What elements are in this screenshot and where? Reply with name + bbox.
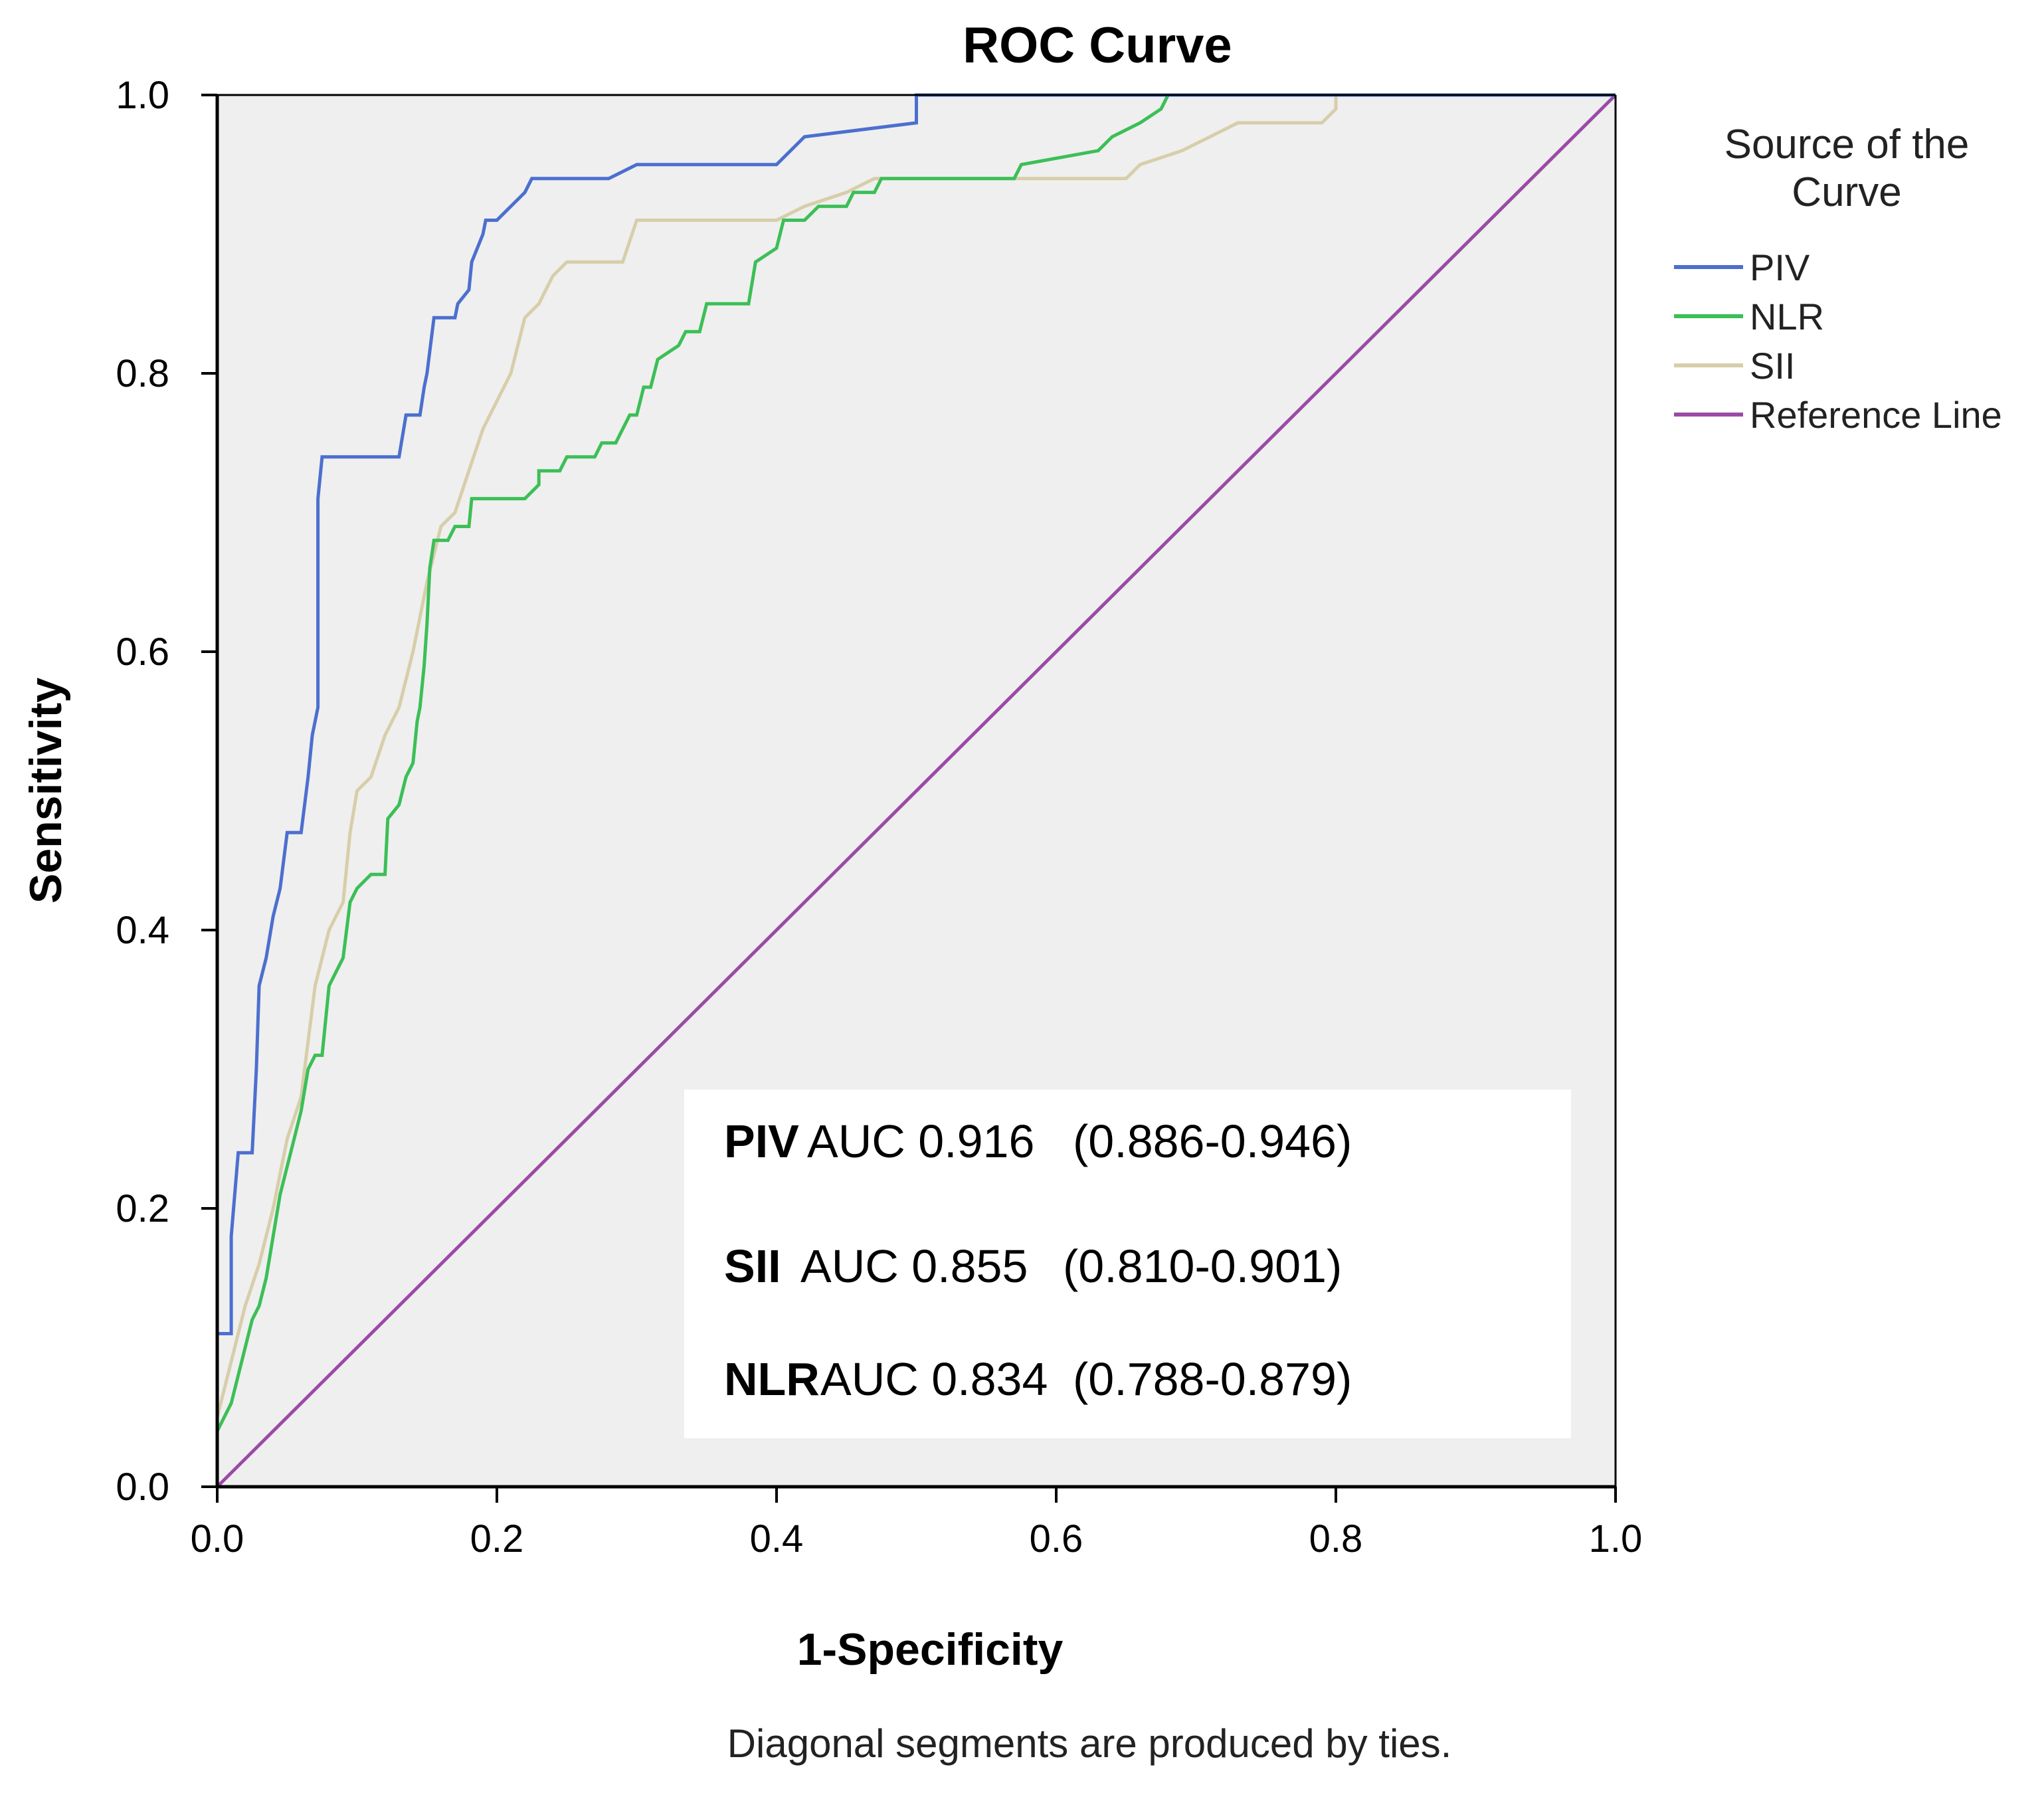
y-tick-label: 1.0 (116, 74, 169, 117)
auc-label-nlr: NLR (724, 1353, 820, 1405)
auc-label-piv: PIV (724, 1115, 799, 1167)
y-tick-label: 0.2 (116, 1187, 169, 1230)
y-tick-label: 0.8 (116, 352, 169, 395)
series-line-nlr (215, 93, 1616, 1487)
footnote: Diagonal segments are produced by ties. (727, 1721, 1452, 1766)
y-tick-label: 0.0 (116, 1465, 169, 1509)
auc-value-sii: AUC 0.855 (800, 1240, 1028, 1292)
y-tick-label: 0.6 (116, 630, 169, 674)
series-line-piv (215, 93, 1616, 1487)
x-tick-label: 1.0 (1589, 1517, 1643, 1560)
axis-ticks: 0.0 0.2 0.4 0.6 0.8 1.0 0.0 0.2 0.4 0.6 0.8 1.0 (116, 74, 1642, 1560)
auc-ci-sii: (0.810-0.901) (1063, 1240, 1342, 1292)
legend: Source of the Curve PIV NLR SII Reference L… (1674, 122, 2002, 436)
auc-ci-nlr: (0.788-0.879) (1073, 1353, 1352, 1405)
y-tick-label: 0.4 (116, 909, 169, 952)
x-tick-label: 0.8 (1309, 1517, 1363, 1560)
auc-label-sii: SII (724, 1240, 781, 1292)
x-tick-label: 0.6 (1030, 1517, 1083, 1560)
legend-title-line1: Source of the (1724, 122, 1970, 167)
auc-value-nlr: AUC 0.834 (820, 1353, 1048, 1405)
x-axis-label: 1-Specificity (797, 1624, 1064, 1675)
series-group (215, 93, 1617, 1488)
legend-title-line2: Curve (1792, 169, 1901, 215)
legend-items: PIV NLR SII Reference Line (1674, 246, 2002, 436)
legend-label-sii: SII (1750, 345, 1795, 387)
y-axis-label: Sensitivity (21, 678, 71, 903)
auc-box-background (684, 1089, 1571, 1438)
auc-annotation-box: PIV AUC 0.916 (0.886-0.946) SII AUC 0.855 (0.… (684, 1089, 1571, 1438)
x-tick-label: 0.4 (750, 1517, 804, 1560)
auc-ci-piv: (0.886-0.946) (1073, 1115, 1352, 1167)
legend-label-reference-line: Reference Line (1750, 394, 2002, 436)
legend-label-nlr: NLR (1750, 296, 1824, 337)
auc-rows: PIV AUC 0.916 (0.886-0.946) SII AUC 0.855 (0.… (724, 1115, 1352, 1405)
x-tick-label: 0.2 (470, 1517, 524, 1560)
x-tick-label: 0.0 (191, 1517, 244, 1560)
auc-value-piv: AUC 0.916 (807, 1115, 1034, 1167)
legend-label-piv: PIV (1750, 246, 1810, 288)
series-line-sii (215, 93, 1616, 1487)
chart-title: ROC Curve (963, 17, 1232, 74)
series-line-reference-line (216, 94, 1617, 1488)
